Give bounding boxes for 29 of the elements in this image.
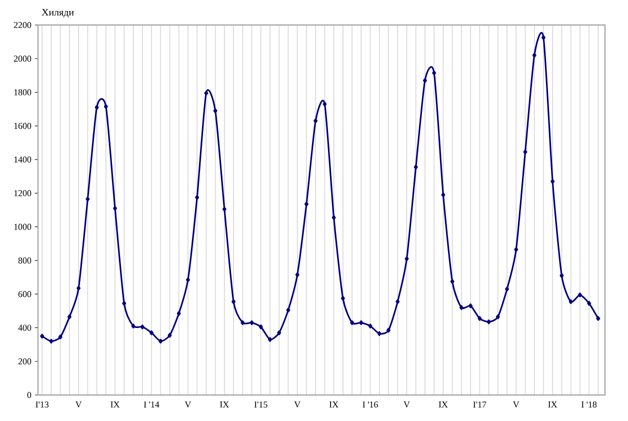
- y-tick-label: 1400: [14, 156, 32, 163]
- x-tick-label: V: [294, 402, 300, 408]
- x-tick-label: I '16: [362, 402, 378, 408]
- y-tick-label: 1000: [14, 224, 32, 230]
- y-tick-label: 1800: [14, 89, 32, 96]
- x-tick-label: V: [75, 402, 82, 408]
- x-tick-label: V: [512, 402, 520, 408]
- x-tick-label: I '18: [581, 402, 597, 408]
- x-tick-label: IX: [329, 402, 338, 408]
- x-tick-label: I'13: [36, 402, 49, 408]
- x-tick-label: I'15: [254, 402, 268, 408]
- x-tick-label: I'17: [473, 402, 486, 408]
- y-tick-label: 800: [18, 257, 32, 264]
- y-tick-label: 600: [18, 291, 32, 298]
- y-tick-label: 2000: [14, 56, 32, 62]
- y-tick-label: 200: [18, 358, 32, 364]
- x-tick-label: I '14: [144, 402, 160, 408]
- y-tick-label: 1600: [14, 122, 32, 129]
- x-tick-label: IX: [548, 402, 558, 408]
- y-axis-title: Хиляди: [42, 9, 74, 18]
- y-tick-label: 0: [27, 392, 32, 398]
- x-tick-label: IX: [110, 402, 120, 408]
- x-tick-label: V: [404, 402, 410, 408]
- y-tick-label: 1200: [14, 190, 32, 196]
- y-tick-label: 400: [18, 324, 32, 331]
- x-tick-label: IX: [438, 402, 448, 408]
- x-tick-label: V: [184, 402, 192, 408]
- y-tick-label: 2200: [14, 22, 32, 28]
- x-tick-label: IX: [220, 402, 229, 408]
